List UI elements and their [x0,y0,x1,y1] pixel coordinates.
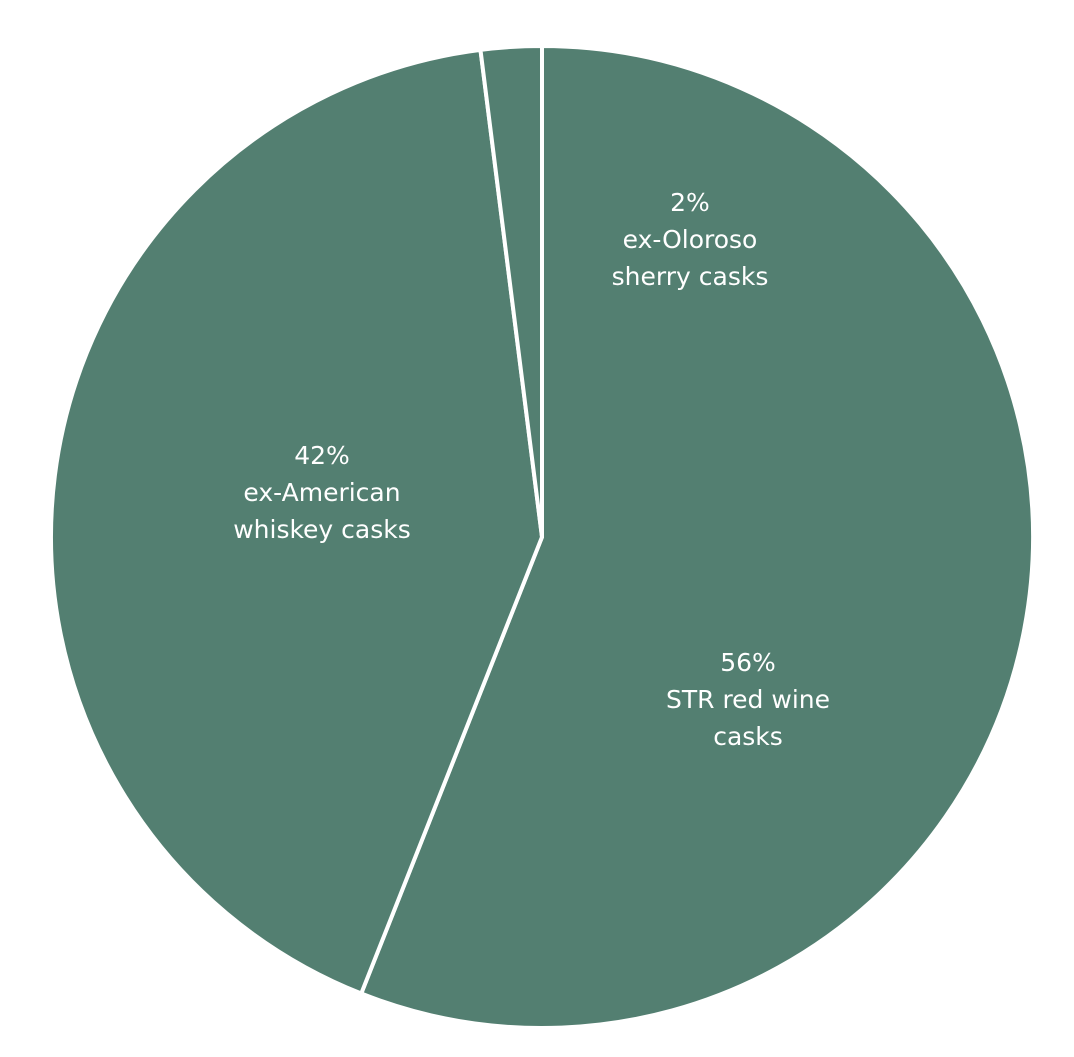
slice-label: ex-Oloroso sherry casks [612,225,769,291]
pie-slice [49,47,544,996]
value-label: 56% [720,648,776,677]
pie-slice [478,44,544,539]
slice-label: STR red wine casks [666,685,830,751]
value-label: 2% [670,188,710,217]
value-label: 42% [294,441,350,470]
pie-slice [359,44,1036,1030]
slice-label: ex-American whiskey casks [233,478,411,544]
